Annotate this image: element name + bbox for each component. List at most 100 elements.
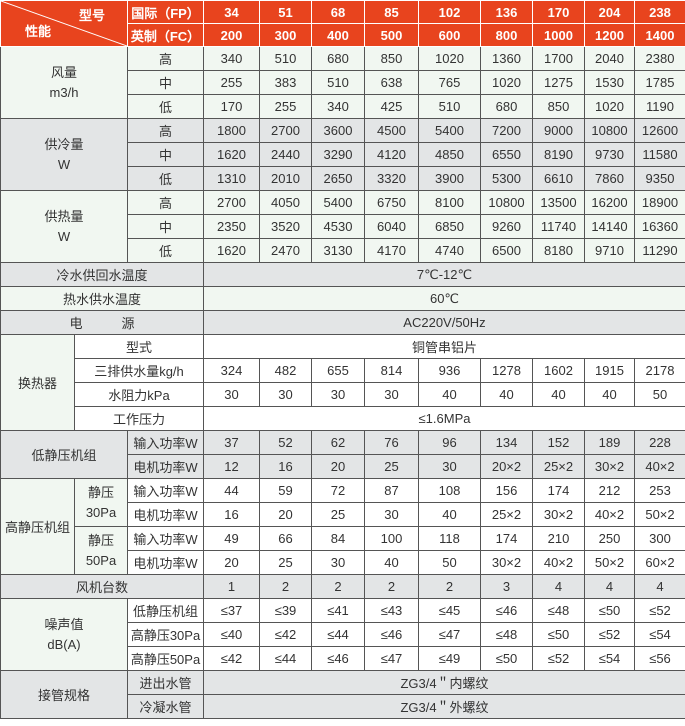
value-cell: 5400 xyxy=(311,190,365,215)
value-cell: 2470 xyxy=(259,238,312,263)
noise-row: 噪声值 dB(A) 低静压机组 ≤37 ≤39 ≤41 ≤43 ≤45 ≤46 ≤48 ≤50 ≤52 xyxy=(0,598,685,671)
value-cell: 100 xyxy=(364,526,419,551)
pipe-row: 冷凝水管 ZG3/4＂外螺纹 xyxy=(1,694,685,719)
heating-row: 供热量 W 高 2700 4050 5400 6750 8100 10800 13500 16200… xyxy=(0,190,685,263)
value-cell: 3290 xyxy=(311,142,365,167)
value-cell: 2 xyxy=(364,574,419,599)
high-static-row: 电机功率W 16 20 25 30 40 25×2 30×2 40×2 50×2 xyxy=(1,502,685,527)
value-cell: 50 xyxy=(418,550,481,575)
static-pressure-label: 静压 50Pa xyxy=(74,526,128,575)
low-static-row: 低静压机组 输入功率W 37 52 62 76 96 134 152 189 228 xyxy=(0,430,685,479)
value-cell: 16360 xyxy=(634,214,685,239)
value-cell: 2650 xyxy=(311,166,365,191)
value-cell: 2380 xyxy=(634,46,685,71)
value-cell: 4850 xyxy=(418,142,481,167)
hot-water-temp-label: 热水供水温度 xyxy=(0,286,204,311)
high-static-label: 高静压机组 xyxy=(0,478,75,575)
value-cell: 850 xyxy=(532,94,585,119)
value-cell: 108 xyxy=(418,478,481,503)
value-cell: 1278 xyxy=(480,358,533,383)
value-cell: 189 xyxy=(584,430,635,455)
level-label: 低 xyxy=(127,238,204,263)
value-cell: 152 xyxy=(532,430,585,455)
value-cell: 25 xyxy=(311,502,365,527)
value-cell: 170 xyxy=(532,0,585,24)
value-cell: 255 xyxy=(203,70,260,95)
level-label: 低 xyxy=(127,166,204,191)
fc-label: 英制（FC） xyxy=(127,23,204,47)
corner-header: 型号 性能 xyxy=(0,0,128,47)
value-cell: 210 xyxy=(532,526,585,551)
value-cell: ≤41 xyxy=(311,598,365,623)
value-cell: ≤45 xyxy=(418,598,481,623)
value-cell: 204 xyxy=(584,0,635,24)
value-cell: 174 xyxy=(480,526,533,551)
high-static-row: 电机功率W 20 25 30 40 50 30×2 40×2 50×2 60×2 xyxy=(1,550,685,575)
chilled-water-temp-value: 7℃-12℃ xyxy=(203,262,685,287)
value-cell: 30 xyxy=(418,454,481,479)
value-cell: 4 xyxy=(584,574,635,599)
value-cell: 655 xyxy=(311,358,365,383)
value-cell: 4500 xyxy=(364,118,419,143)
value-cell: 40 xyxy=(480,382,533,407)
value-cell: 1190 xyxy=(634,94,685,119)
hot-water-temp-row: 热水供水温度 60℃ xyxy=(0,286,685,311)
value-cell: ≤48 xyxy=(532,598,585,623)
value-cell: ≤47 xyxy=(418,622,481,647)
type-value: 铜管串铝片 xyxy=(203,334,685,359)
value-cell: 40 xyxy=(418,382,481,407)
airflow-row: 风量 m3/h 高 340 510 680 850 1020 1360 1700 2040 2380 xyxy=(0,46,685,119)
value-cell: 300 xyxy=(259,23,312,47)
value-cell: 1 xyxy=(203,574,260,599)
value-cell: 1360 xyxy=(480,46,533,71)
value-cell: 9350 xyxy=(634,166,685,191)
value-cell: 1620 xyxy=(203,238,260,263)
value-cell: 8180 xyxy=(532,238,585,263)
value-cell: 238 xyxy=(634,0,685,24)
heat-exchanger-row: 换热器 型式 铜管串铝片 xyxy=(0,334,685,431)
value-cell: 7860 xyxy=(584,166,635,191)
value-cell: 3900 xyxy=(418,166,481,191)
value-cell: 9730 xyxy=(584,142,635,167)
value-cell: 30×2 xyxy=(584,454,635,479)
value-cell: 11290 xyxy=(634,238,685,263)
value-cell: 34 xyxy=(203,0,260,24)
value-cell: 850 xyxy=(364,46,419,71)
value-cell: 50×2 xyxy=(634,502,685,527)
power-label: 电机功率W xyxy=(127,454,204,479)
value-cell: 12600 xyxy=(634,118,685,143)
value-cell: 2010 xyxy=(259,166,312,191)
value-cell: ≤40 xyxy=(203,622,260,647)
power-supply-value: AC220V/50Hz xyxy=(203,310,685,335)
value-cell: 8190 xyxy=(532,142,585,167)
value-cell: 66 xyxy=(259,526,312,551)
value-cell: 3520 xyxy=(259,214,312,239)
heat-exchanger-label: 换热器 xyxy=(0,334,75,431)
value-cell: 18900 xyxy=(634,190,685,215)
value-cell: 425 xyxy=(364,94,419,119)
value-cell: ≤44 xyxy=(259,646,312,671)
value-cell: 52 xyxy=(259,430,312,455)
water-flow-label: 三排供水量kg/h xyxy=(74,358,204,383)
power-label: 电机功率W xyxy=(127,550,204,575)
power-supply-label: 电 源 xyxy=(0,310,204,335)
value-cell: 1700 xyxy=(532,46,585,71)
heat-exchanger-row: 三排供水量kg/h 324 482 655 814 936 1278 1602 1915 2178 xyxy=(1,358,685,383)
value-cell: 102 xyxy=(418,0,481,24)
value-cell: ≤46 xyxy=(364,622,419,647)
value-cell: ≤56 xyxy=(634,646,685,671)
power-label: 输入功率W xyxy=(127,430,204,455)
value-cell: 136 xyxy=(480,0,533,24)
value-cell: 20 xyxy=(259,502,312,527)
value-cell: 2040 xyxy=(584,46,635,71)
value-cell: ≤42 xyxy=(259,622,312,647)
value-cell: ≤54 xyxy=(584,646,635,671)
pipe-value: ZG3/4＂外螺纹 xyxy=(203,694,685,719)
value-cell: 59 xyxy=(259,478,312,503)
value-cell: 638 xyxy=(364,70,419,95)
value-cell: 4170 xyxy=(364,238,419,263)
value-cell: 4120 xyxy=(364,142,419,167)
value-cell: 2440 xyxy=(259,142,312,167)
pipe-label: 接管规格 xyxy=(0,670,128,719)
